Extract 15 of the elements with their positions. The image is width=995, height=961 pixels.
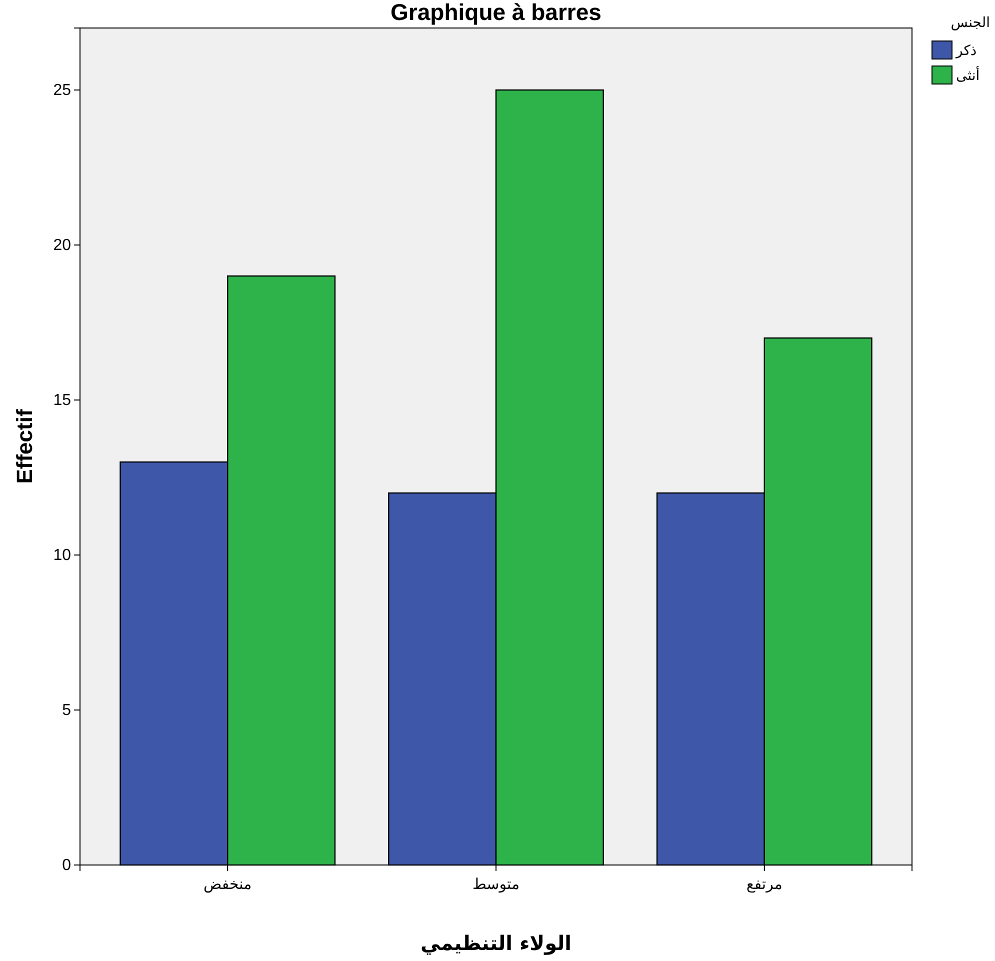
y-tick-label: 20 bbox=[53, 237, 72, 254]
x-tick-label: مرتفع bbox=[746, 875, 782, 893]
chart-title: Graphique à barres bbox=[390, 0, 602, 25]
y-tick-label: 0 bbox=[62, 857, 72, 874]
legend-label: ذكر bbox=[955, 43, 977, 59]
x-tick-label: متوسط bbox=[472, 875, 520, 893]
x-axis-title: الولاء التنظيمي bbox=[420, 931, 572, 955]
legend-label: أنثى bbox=[956, 66, 980, 84]
y-tick-label: 5 bbox=[62, 702, 72, 720]
y-tick-label: 25 bbox=[53, 82, 72, 100]
y-tick-label: 10 bbox=[53, 547, 72, 564]
x-tick-label: منخفض bbox=[204, 875, 252, 893]
y-tick-label: 15 bbox=[53, 392, 72, 410]
legend-title: الجنس bbox=[950, 15, 990, 31]
y-axis-title: Effectif bbox=[12, 408, 37, 484]
